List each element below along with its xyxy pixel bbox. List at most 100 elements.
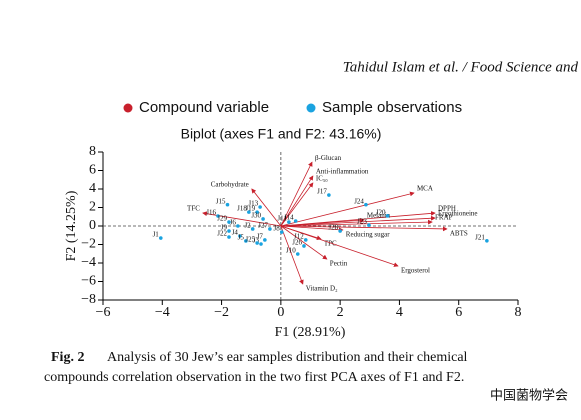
sample-point <box>302 244 306 248</box>
sample-point <box>227 220 231 224</box>
sample-label: J5 <box>238 234 245 242</box>
sample-point <box>250 227 255 231</box>
x-tick-label: −4 <box>155 305 170 320</box>
sample-point <box>485 239 489 243</box>
vector-label: FRAP <box>435 214 453 222</box>
sample-label: J11 <box>277 215 287 223</box>
sample-label: J13 <box>248 200 258 208</box>
sample-label: J10 <box>286 247 296 255</box>
y-tick-label: 0 <box>89 218 96 233</box>
loading-vector <box>202 211 281 227</box>
y-tick-label: 2 <box>89 200 96 215</box>
sample-point <box>263 238 267 242</box>
x-tick-label: 8 <box>515 305 522 320</box>
loading-vector <box>280 225 448 232</box>
loading-vector <box>280 175 314 227</box>
sample-label: J21 <box>475 233 485 241</box>
caption-text: Analysis of 30 Jew’s ear samples distrib… <box>107 350 468 365</box>
y-tick-label: −8 <box>81 292 96 307</box>
sample-point <box>255 210 259 214</box>
sample-point <box>293 219 298 223</box>
sample-point <box>259 242 263 246</box>
loading-vector <box>280 217 365 227</box>
loading-vector <box>280 161 313 227</box>
vector-label: DPPH <box>438 205 456 213</box>
y-tick-label: −2 <box>81 237 96 252</box>
sample-label: J2 <box>244 222 251 230</box>
sample-point <box>244 239 248 243</box>
loading-vector <box>280 219 433 227</box>
vector-label: Vitamin D₂ <box>306 285 338 293</box>
x-tick-label: −2 <box>214 305 229 320</box>
y-tick-label: 6 <box>89 163 96 178</box>
x-tick-label: −6 <box>96 305 111 320</box>
sample-point <box>268 227 272 231</box>
vector-label: MCA <box>417 185 433 193</box>
sample-point <box>327 193 331 197</box>
y-tick-label: 4 <box>89 181 96 196</box>
sample-point <box>287 220 291 224</box>
sample-label: J14 <box>284 214 294 222</box>
sample-label: J19 <box>245 205 255 213</box>
sample-label: J29 <box>217 215 227 223</box>
chart-title: Biplot (axes F1 and F2: 43.16%) <box>181 126 382 142</box>
sample-point <box>255 241 259 245</box>
sample-label: J28 <box>328 224 338 232</box>
loading-vector <box>280 225 328 260</box>
vector-label: Reducing sugar <box>346 231 390 239</box>
sample-label: J9 <box>221 224 228 232</box>
y-tick-label: −6 <box>81 274 96 289</box>
sample-label: J26 <box>292 239 302 247</box>
sample-label: J25 <box>245 236 255 244</box>
sample-point <box>364 202 368 207</box>
legend-label: Compound variable <box>139 99 269 116</box>
x-tick-label: 2 <box>337 305 344 320</box>
sample-point <box>261 217 265 221</box>
sample-point <box>247 210 251 214</box>
sample-label: J16 <box>206 209 216 217</box>
loading-vector <box>280 182 314 227</box>
loading-vector <box>280 215 436 227</box>
y-tick-label: 8 <box>89 144 96 159</box>
sample-label: J3 <box>253 237 260 245</box>
sample-point <box>236 224 240 228</box>
x-tick-label: 6 <box>455 305 462 320</box>
vector-label: Ergothioneine <box>438 210 478 218</box>
vector-label: Pectin <box>330 260 348 268</box>
sample-point <box>227 235 231 239</box>
loading-vector <box>280 225 399 267</box>
sample-label: J23 <box>357 218 367 226</box>
x-tick-label: 0 <box>277 305 284 320</box>
sample-label: J7 <box>257 233 264 241</box>
sample-point <box>338 229 342 233</box>
sample-label: J1 <box>153 231 160 239</box>
sample-point <box>227 229 231 233</box>
vector-label: β-Glucan <box>315 154 342 162</box>
vector-label: IC₅₀ <box>316 175 328 183</box>
watermark: 中国菌物学会 <box>490 388 568 404</box>
sample-label: J12 <box>294 233 304 241</box>
sample-label: J27 <box>258 222 268 230</box>
sample-label: J6 <box>230 219 237 227</box>
loading-vector <box>280 225 344 233</box>
sample-label: J20 <box>376 208 386 216</box>
y-axis-label: F2 (14.25%) <box>64 190 79 261</box>
sample-label: J24 <box>354 197 364 205</box>
x-axis-label: F1 (28.91%) <box>275 325 346 340</box>
y-tick-label: −4 <box>81 255 96 270</box>
sample-label: J15 <box>216 197 226 205</box>
sample-point <box>279 230 284 234</box>
sample-point <box>225 202 230 207</box>
loading-vector <box>251 188 282 227</box>
vector-label: TPC <box>324 240 337 248</box>
caption-label: Fig. 2 <box>51 350 84 365</box>
vector-label: Carbohydrate <box>211 181 249 189</box>
sample-label: J8 <box>274 225 281 233</box>
sample-point <box>258 205 262 209</box>
loading-vector <box>280 225 304 285</box>
sample-label: J17 <box>317 188 327 196</box>
running-header: Tahidul Islam et al. / Food Science and <box>343 59 579 75</box>
legend-swatch <box>306 103 316 113</box>
vector-label: TFC <box>187 205 200 213</box>
